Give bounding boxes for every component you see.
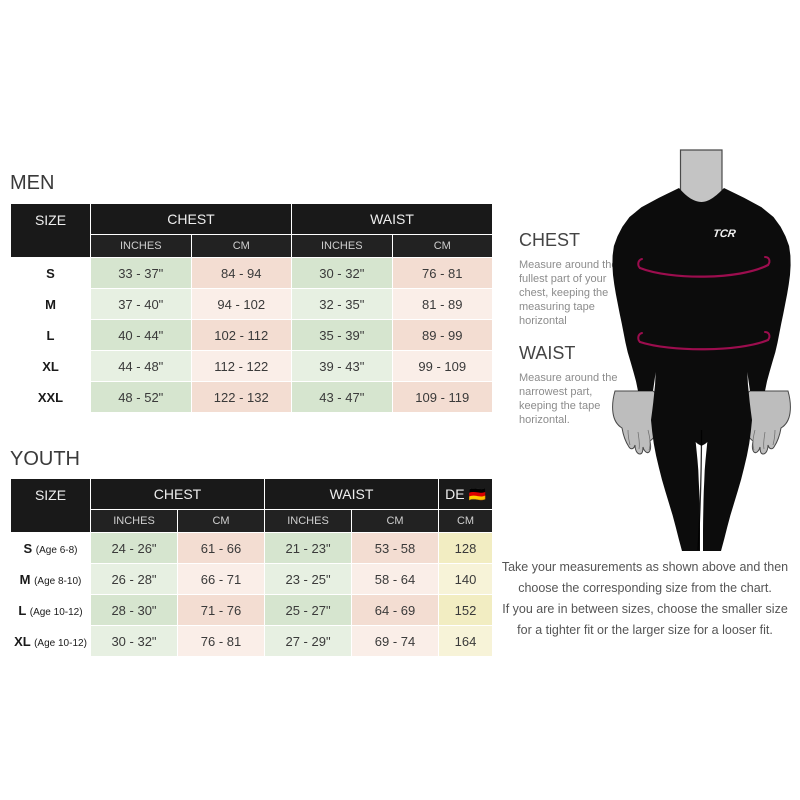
svg-text:TCR: TCR (712, 228, 736, 240)
